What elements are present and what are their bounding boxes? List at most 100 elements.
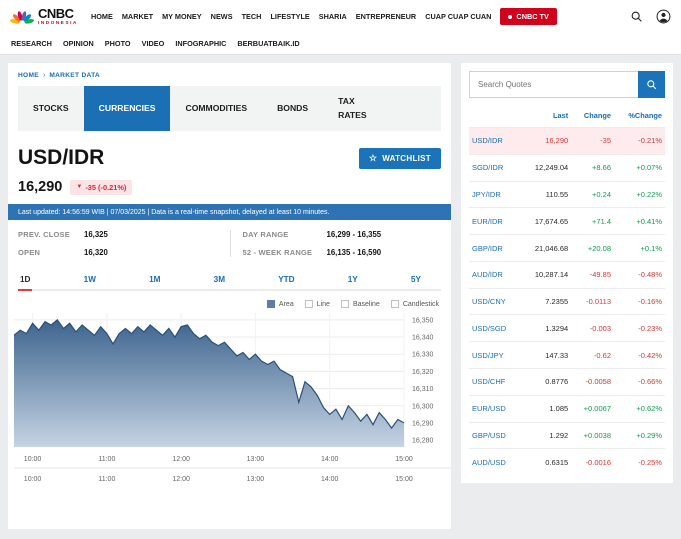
topnav-item-cuap-cuap-cuan[interactable]: CUAP CUAP CUAN: [425, 12, 492, 21]
quote-row-usd-jpy[interactable]: USD/JPY 147.33 -0.62 -0.42%: [469, 341, 665, 369]
subnav-item-research[interactable]: RESEARCH: [11, 39, 52, 48]
quote-symbol[interactable]: USD/CHF: [469, 368, 521, 396]
quote-row-jpy-idr[interactable]: JPY/IDR 110.55 +0.24 +0.22%: [469, 180, 665, 208]
breadcrumb-item-home[interactable]: HOME: [18, 72, 39, 79]
legend-baseline[interactable]: Baseline: [340, 300, 380, 308]
unchecked-box-icon: [304, 300, 313, 308]
legend-area[interactable]: Area: [266, 300, 294, 308]
quote-change: -35: [571, 127, 614, 155]
breadcrumb-item-market-data[interactable]: MARKET DATA: [49, 72, 100, 79]
svg-text:16,290: 16,290: [412, 420, 434, 427]
quote-symbol[interactable]: EUR/USD: [469, 394, 521, 423]
quote-symbol[interactable]: GBP/IDR: [469, 234, 521, 262]
range-1m[interactable]: 1M: [149, 275, 161, 284]
quote-symbol[interactable]: SGD/IDR: [469, 153, 521, 182]
topnav-item-sharia[interactable]: SHARIA: [318, 12, 347, 21]
cnbc-tv-button[interactable]: CNBC TV: [500, 8, 557, 25]
quote-symbol[interactable]: AUD/USD: [469, 448, 521, 476]
profile-icon[interactable]: [656, 9, 671, 24]
quote-pct-change: -0.23%: [614, 314, 665, 342]
quote-symbol[interactable]: GBP/USD: [469, 421, 521, 449]
price-change-text: -35 (-0.21%): [85, 182, 127, 192]
quote-change: -0.003: [571, 314, 614, 342]
tab-currencies[interactable]: CURRENCIES: [83, 86, 171, 131]
quote-change: +8.66: [571, 153, 614, 182]
quote-symbol[interactable]: EUR/IDR: [469, 207, 521, 235]
quote-row-usd-chf[interactable]: USD/CHF 0.8776 -0.0058 -0.66%: [469, 368, 665, 396]
topnav-item-market[interactable]: MARKET: [121, 12, 154, 21]
quote-symbol[interactable]: USD/CNY: [469, 287, 521, 315]
down-arrow-icon: ▼: [76, 184, 83, 190]
main-menu: HOME MARKET MY MONEY NEWS TECH LIFESTYLE SHARI…: [91, 12, 491, 21]
quote-row-eur-usd[interactable]: EUR/USD 1.085 +0.0067 +0.62%: [469, 394, 665, 423]
quote-row-aud-idr[interactable]: AUD/IDR 10,287.14 -49.85 -0.48%: [469, 260, 665, 289]
subnav-item-opinion[interactable]: OPINION: [62, 39, 94, 48]
top-icons: [630, 9, 671, 24]
star-icon: ☆: [368, 152, 378, 163]
column-last: Last: [552, 111, 569, 120]
legend-candlestick[interactable]: Candlestick: [390, 300, 439, 308]
quotes-table: Last Change %Change USD/IDR 16,290 -35 -0.2…: [469, 105, 665, 476]
svg-text:11:00: 11:00: [98, 456, 115, 463]
range-3m[interactable]: 3M: [213, 275, 226, 284]
watchlist-button[interactable]: ☆ WATCHLIST: [358, 147, 441, 169]
quote-symbol[interactable]: JPY/IDR: [469, 180, 521, 208]
topnav-item-entrepreneur[interactable]: ENTREPRENEUR: [355, 12, 417, 21]
quotes-sidebar: Last Change %Change USD/IDR16,290-35-0.2…: [461, 63, 673, 484]
quotes-search-input[interactable]: [469, 71, 638, 98]
quotes-search-button[interactable]: [638, 71, 665, 98]
subnav-item-berbuatbaik-id[interactable]: BERBUATBAIK.ID: [237, 39, 300, 48]
quote-last: 17,674.65: [520, 207, 572, 235]
range-5y[interactable]: 5Y: [410, 275, 421, 284]
quote-symbol[interactable]: USD/IDR: [469, 127, 521, 155]
quote-row-gbp-idr[interactable]: GBP/IDR 21,046.68 +20.08 +0.1%: [469, 234, 665, 262]
stat-value: 16,299 - 16,355: [326, 230, 382, 239]
quote-symbol[interactable]: USD/JPY: [469, 341, 521, 369]
subnav-item-video[interactable]: VIDEO: [141, 39, 165, 48]
topnav-item-home[interactable]: HOME: [90, 12, 113, 21]
content-area: HOME › MARKET DATA STOCKS CURRENCIES COMMODI…: [0, 55, 681, 537]
quote-symbol[interactable]: USD/SGD: [469, 314, 521, 342]
svg-text:14:00: 14:00: [321, 476, 339, 483]
tab-tax-rates[interactable]: TAX RATES: [338, 95, 367, 120]
quote-last: 21,046.68: [520, 234, 572, 262]
quote-pct-change: -0.42%: [614, 341, 665, 369]
topnav-item-news[interactable]: NEWS: [210, 12, 233, 21]
stat-52-week-range: 52 - WEEK RANGE 16,135 - 16,590: [243, 248, 442, 257]
quote-row-aud-usd[interactable]: AUD/USD 0.6315 -0.0016 -0.25%: [469, 448, 665, 476]
quote-row-usd-sgd[interactable]: USD/SGD 1.3294 -0.003 -0.23%: [469, 314, 665, 342]
secondary-navigation: RESEARCH OPINION PHOTO VIDEO INFOGRAPHIC BERB…: [0, 33, 681, 55]
quote-change: +0.24: [571, 180, 614, 208]
range-1w[interactable]: 1W: [83, 275, 96, 284]
legend-line[interactable]: Line: [304, 300, 330, 308]
search-icon[interactable]: [630, 10, 643, 23]
stat-value: 16,135 - 16,590: [326, 248, 382, 257]
quote-row-gbp-usd[interactable]: GBP/USD 1.292 +0.0038 +0.29%: [469, 421, 665, 449]
svg-text:16,350: 16,350: [412, 317, 434, 324]
tab-commodities[interactable]: COMMODITIES: [185, 102, 248, 113]
quote-row-usd-idr[interactable]: USD/IDR 16,290 -35 -0.21%: [469, 127, 665, 155]
topnav-item-tech[interactable]: TECH: [241, 12, 262, 21]
price-area-chart[interactable]: 16,350 16,340 16,330 16,320 16,310 16,300 16,2…: [13, 313, 451, 485]
quote-row-usd-cny[interactable]: USD/CNY 7.2355 -0.0113 -0.16%: [469, 287, 665, 315]
subnav-item-photo[interactable]: PHOTO: [104, 39, 131, 48]
range-1y[interactable]: 1Y: [347, 275, 358, 284]
cnbc-indonesia-logo[interactable]: CNBC INDONESIA: [10, 7, 78, 26]
range-ytd[interactable]: YTD: [278, 275, 295, 284]
topnav-item-lifestyle[interactable]: LIFESTYLE: [270, 12, 310, 21]
market-data-tabs: STOCKS CURRENCIES COMMODITIES BONDS TAX RATE…: [18, 86, 441, 131]
quote-symbol[interactable]: AUD/IDR: [469, 260, 521, 289]
tab-bonds[interactable]: BONDS: [277, 102, 309, 113]
quote-change: -0.0016: [571, 448, 614, 476]
legend-label: Line: [316, 300, 330, 308]
range-1d[interactable]: 1D: [18, 269, 33, 291]
quote-change: -49.85: [571, 260, 614, 289]
tab-stocks[interactable]: STOCKS: [33, 102, 69, 113]
quote-change: +71.4: [571, 207, 614, 235]
quote-pct-change: +0.41%: [614, 207, 665, 235]
quote-row-sgd-idr[interactable]: SGD/IDR 12,249.04 +8.66 +0.07%: [469, 153, 665, 182]
subnav-item-infographic[interactable]: INFOGRAPHIC: [175, 39, 227, 48]
quote-pct-change: +0.22%: [614, 180, 665, 208]
topnav-item-my-money[interactable]: MY MONEY: [162, 12, 202, 21]
quote-row-eur-idr[interactable]: EUR/IDR 17,674.65 +71.4 +0.41%: [469, 207, 665, 235]
